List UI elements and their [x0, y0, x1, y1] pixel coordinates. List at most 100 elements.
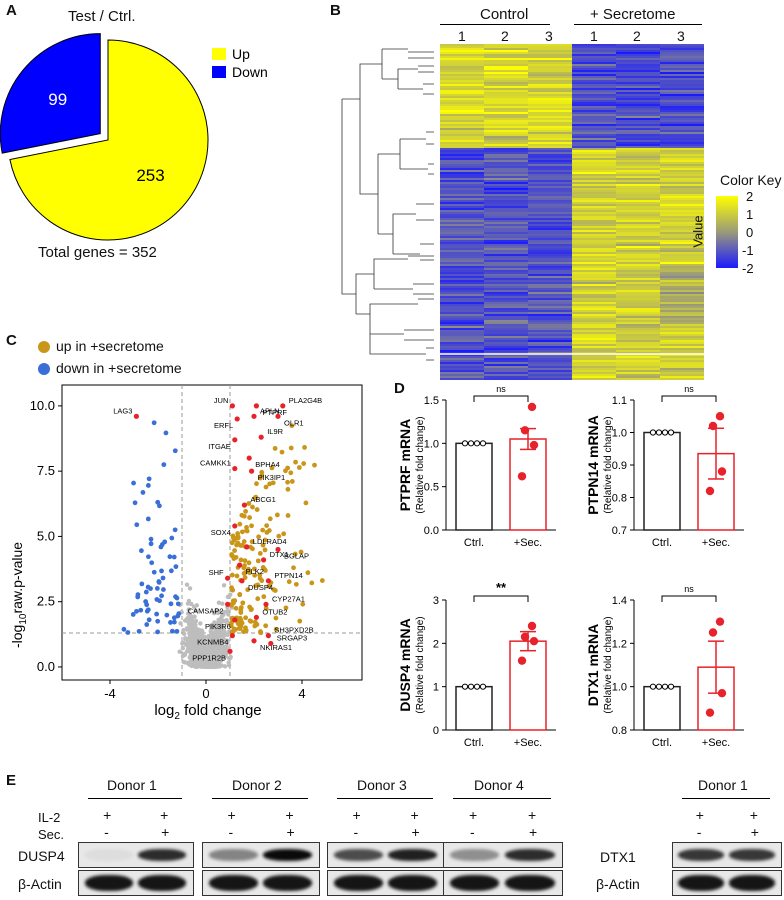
- heatmap-cell: [572, 66, 616, 68]
- heatmap-cell: [484, 340, 528, 342]
- heatmap-cell: [528, 196, 572, 198]
- heatmap-cell: [528, 52, 572, 54]
- heatmap-cell: [572, 186, 616, 188]
- heatmap-cell: [528, 92, 572, 94]
- heatmap-cell: [660, 56, 704, 58]
- heatmap-cell: [660, 64, 704, 66]
- bar-ctrl: [643, 685, 681, 731]
- point-up: [238, 557, 244, 563]
- heatmap-cell: [660, 54, 704, 56]
- heatmap-cell: [660, 192, 704, 194]
- heatmap-cell: [484, 86, 528, 88]
- heatmap-cell: [572, 84, 616, 86]
- heatmap-cell: [484, 194, 528, 196]
- heatmap-cell: [528, 50, 572, 52]
- row-actin-label-2: β-Actin: [596, 876, 640, 892]
- il2-mark: +: [352, 807, 361, 823]
- heatmap-cell: [528, 106, 572, 108]
- heatmap-cell: [572, 156, 616, 158]
- heatmap-cell: [660, 322, 704, 324]
- heatmap-cell: [572, 152, 616, 154]
- heatmap-cell: [572, 214, 616, 216]
- heatmap-cell: [484, 188, 528, 190]
- heatmap-cell: [660, 190, 704, 192]
- heatmap-cell: [572, 278, 616, 280]
- heatmap-cell: [528, 320, 572, 322]
- heatmap-cell: [440, 292, 484, 294]
- heatmap-cell: [572, 310, 616, 312]
- heatmap-cell: [572, 362, 616, 364]
- heatmap-cell: [572, 92, 616, 94]
- heatmap-cell: [572, 326, 616, 328]
- heatmap-cell: [528, 228, 572, 230]
- point-up: [235, 531, 241, 536]
- panel-a-label: A: [6, 2, 17, 19]
- heatmap-cell: [616, 188, 660, 190]
- heatmap-cell: [484, 96, 528, 98]
- volcano-legend-down: down in +secretome: [56, 360, 182, 376]
- heatmap-cell: [528, 294, 572, 296]
- heatmap-cell: [528, 110, 572, 112]
- point-up: [245, 587, 251, 593]
- heatmap-cell: [660, 222, 704, 224]
- heatmap-cell: [440, 378, 484, 380]
- heatmap-cell: [616, 66, 660, 68]
- heatmap-cell: [484, 168, 528, 170]
- heatmap-cell: [572, 114, 616, 116]
- point-up: [259, 472, 265, 478]
- heatmap-cell: [616, 56, 660, 58]
- heatmap-cell: [616, 62, 660, 64]
- heatmap-cell: [616, 352, 660, 354]
- point-up: [292, 551, 298, 557]
- gene-label: ITGAE: [208, 442, 231, 451]
- heatmap-cell: [572, 294, 616, 296]
- point-down: [136, 628, 142, 634]
- point-down: [156, 579, 162, 584]
- donor-label: Donor 3: [357, 777, 407, 793]
- heatmap-cell: [440, 74, 484, 76]
- heatmap-cell: [572, 378, 616, 380]
- volcano-frame: [61, 384, 363, 681]
- point-ns: [187, 586, 193, 591]
- heatmap-cell: [440, 110, 484, 112]
- actin-blot: [327, 870, 445, 896]
- point-ns: [178, 621, 183, 626]
- point-up: [264, 523, 270, 529]
- heatmap-cell: [616, 104, 660, 106]
- heatmap-cell: [616, 230, 660, 232]
- point-highlight: [229, 633, 235, 639]
- heatmap-cell: [440, 256, 484, 258]
- heatmap-cell: [440, 298, 484, 300]
- heatmap-cell: [572, 342, 616, 344]
- heatmap-cell: [528, 298, 572, 300]
- sec-point: [529, 440, 539, 450]
- heatmap-cell: [660, 186, 704, 188]
- point-ns: [214, 639, 220, 644]
- heatmap-cell: [660, 288, 704, 290]
- heatmap-cell: [572, 236, 616, 238]
- heatmap-cell: [484, 242, 528, 244]
- heatmap-cell: [660, 272, 704, 274]
- heatmap-cell: [440, 284, 484, 286]
- heatmap-cell: [484, 74, 528, 76]
- point-down: [143, 599, 149, 604]
- point-ns: [219, 650, 224, 655]
- heatmap-cell: [572, 292, 616, 294]
- sec-point: [520, 426, 530, 435]
- heatmap-cell: [440, 82, 484, 84]
- heatmap-cell: [660, 138, 704, 140]
- heatmap-cell: [528, 262, 572, 264]
- il2-mark: +: [527, 807, 537, 823]
- y-tick-label: 0.0: [424, 525, 439, 537]
- gene-label: CYP27A1: [272, 594, 305, 603]
- heatmap-cell: [440, 316, 484, 318]
- heatmap-cell: [484, 114, 528, 116]
- heatmap-cell: [528, 186, 572, 188]
- heatmap-cell: [616, 132, 660, 134]
- heatmap-cell: [484, 46, 528, 48]
- point-down: [151, 569, 157, 575]
- heatmap-cell: [616, 330, 660, 332]
- y-tick-label: 0.5: [424, 482, 439, 494]
